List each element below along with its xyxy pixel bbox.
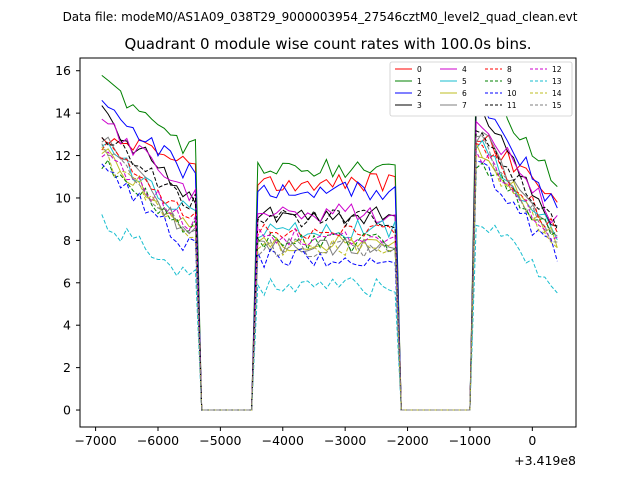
- legend-box: [389, 61, 573, 117]
- y-tick-label: 4: [63, 318, 71, 333]
- legend-label: 1: [417, 77, 422, 86]
- y-tick-label: 0: [63, 403, 71, 418]
- legend-label: 0: [417, 65, 422, 74]
- legend-label: 8: [507, 65, 512, 74]
- series-line-4: [101, 118, 558, 411]
- chart-title: Quadrant 0 module wise count rates with …: [124, 35, 531, 53]
- legend-label: 15: [552, 101, 562, 110]
- legend-label: 10: [507, 89, 517, 98]
- y-tick-label: 2: [63, 360, 71, 375]
- x-tick-label: −6000: [137, 433, 179, 448]
- y-tick-label: 6: [63, 275, 71, 290]
- x-tick-label: −1000: [449, 433, 491, 448]
- x-tick-label: −4000: [262, 433, 304, 448]
- series-line-11: [101, 130, 558, 411]
- x-tick-label: −3000: [324, 433, 366, 448]
- x-tick-label: −7000: [74, 433, 116, 448]
- legend-label: 13: [552, 77, 562, 86]
- y-tick-label: 14: [55, 106, 71, 121]
- legend-label: 12: [552, 65, 562, 74]
- x-offset-label: +3.419e8: [514, 453, 576, 468]
- axes-frame: [79, 57, 577, 428]
- series-line-15: [101, 135, 558, 411]
- x-tick-label: −5000: [199, 433, 241, 448]
- y-tick-label: 16: [55, 63, 71, 78]
- legend-label: 3: [417, 101, 422, 110]
- series-line-14: [101, 146, 558, 411]
- x-tick-label: −2000: [386, 433, 428, 448]
- legend-label: 4: [462, 65, 467, 74]
- legend-label: 2: [417, 89, 422, 98]
- x-tick-label: 0: [528, 433, 536, 448]
- legend-label: 6: [462, 89, 467, 98]
- y-tick-label: 10: [55, 190, 71, 205]
- series-layer: [101, 71, 558, 411]
- series-line-13: [101, 214, 558, 411]
- legend-label: 7: [462, 101, 467, 110]
- chart-suptitle: Data file: modeM0/AS1A09_038T29_90000039…: [63, 10, 578, 24]
- y-tick-label: 12: [55, 148, 71, 163]
- tick-layer: −7000 −6000 −5000 −4000 −3000 −2000 −1000 0 0 2 4 6…: [55, 63, 536, 448]
- legend-label: 14: [552, 89, 562, 98]
- series-line-12: [101, 151, 558, 411]
- y-tick-label: 8: [63, 233, 71, 248]
- series-line-5: [101, 139, 558, 411]
- legend-label: 11: [507, 101, 517, 110]
- legend-label: 9: [507, 77, 512, 86]
- series-line-8: [101, 140, 558, 411]
- legend-label: 5: [462, 77, 467, 86]
